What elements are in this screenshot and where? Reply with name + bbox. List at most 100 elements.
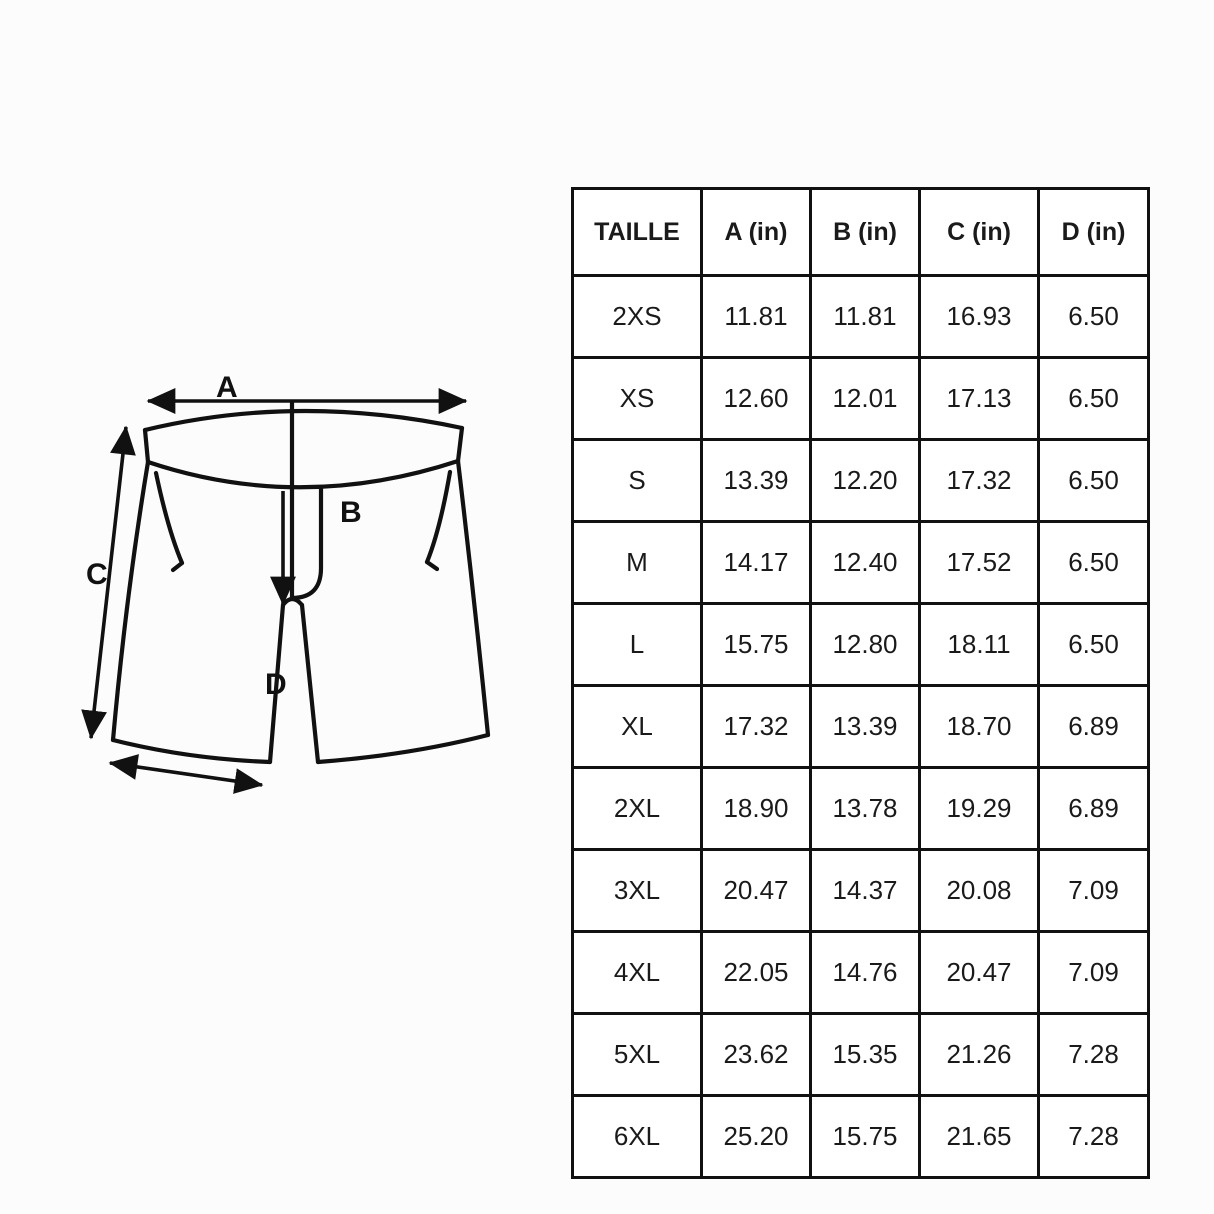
right-pocket-opening [424,469,453,565]
cell-size: XL [571,684,703,769]
cell-a: 22.05 [700,930,812,1015]
cell-b: 14.37 [809,848,921,933]
cell-b: 13.39 [809,684,921,769]
right-leg-hem [315,732,491,765]
cell-c: 20.08 [918,848,1040,933]
cell-c: 19.29 [918,766,1040,851]
dimension-label-b: B [340,496,362,529]
cell-a: 25.20 [700,1094,812,1179]
cell-b: 12.01 [809,356,921,441]
cell-a: 17.32 [700,684,812,769]
cell-d: 7.09 [1037,848,1150,933]
table-row: 2XS 11.81 11.81 16.93 6.50 [571,274,1150,359]
cell-d: 6.50 [1037,520,1150,605]
cell-size: 2XL [571,766,703,851]
dimension-arrow-c [81,425,136,740]
waistband-left-side [142,427,151,465]
cell-a: 20.47 [700,848,812,933]
table-row: 3XL 20.47 14.37 20.08 7.09 [571,848,1150,933]
table-row: XS 12.60 12.01 17.13 6.50 [571,356,1150,441]
table-row: M 14.17 12.40 17.52 6.50 [571,520,1150,605]
column-header-taille: TAILLE [571,187,703,277]
cell-a: 11.81 [700,274,812,359]
table-row: 5XL 23.62 15.35 21.26 7.28 [571,1012,1150,1097]
shorts-outline [110,400,491,765]
waistband-right-side [455,425,465,464]
cell-b: 15.75 [809,1094,921,1179]
cell-size: 2XS [571,274,703,359]
dimension-label-d: D [265,668,287,701]
cell-d: 6.89 [1037,684,1150,769]
cell-d: 7.28 [1037,1012,1150,1097]
cell-size: L [571,602,703,687]
table-row: 2XL 18.90 13.78 19.29 6.89 [571,766,1150,851]
cell-size: 6XL [571,1094,703,1179]
cell-c: 18.70 [918,684,1040,769]
dimension-arrow-d [108,754,264,794]
cell-d: 6.50 [1037,438,1150,523]
cell-d: 6.50 [1037,274,1150,359]
cell-d: 7.09 [1037,930,1150,1015]
cell-d: 6.50 [1037,356,1150,441]
cell-b: 12.40 [809,520,921,605]
waistband-bottom-edge [145,458,461,490]
table-row: S 13.39 12.20 17.32 6.50 [571,438,1150,523]
cell-a: 15.75 [700,602,812,687]
table-row: 4XL 22.05 14.76 20.47 7.09 [571,930,1150,1015]
right-pocket-bartack [424,559,440,572]
table-body: 2XS 11.81 11.81 16.93 6.50 XS 12.60 12.0… [571,274,1150,1179]
cell-b: 13.78 [809,766,921,851]
cell-b: 11.81 [809,274,921,359]
cell-a: 18.90 [700,766,812,851]
left-pocket-opening [153,470,185,566]
cell-c: 20.47 [918,930,1040,1015]
garment-diagram: A B C D [70,355,530,815]
cell-c: 17.13 [918,356,1040,441]
cell-size: 4XL [571,930,703,1015]
waistband-top-edge [142,408,465,433]
table-row: 6XL 25.20 15.75 21.65 7.28 [571,1094,1150,1179]
cell-c: 17.52 [918,520,1040,605]
cell-size: M [571,520,703,605]
right-side-seam [455,458,491,738]
left-leg-hem [110,737,273,765]
left-inseam [267,602,286,765]
column-header-a: A (in) [700,187,812,277]
shorts-illustration [81,388,491,794]
size-table: TAILLE A (in) B (in) C (in) D (in) 2XS 1… [571,187,1150,1179]
cell-d: 6.89 [1037,766,1150,851]
cell-b: 12.20 [809,438,921,523]
table-row: L 15.75 12.80 18.11 6.50 [571,602,1150,687]
cell-a: 14.17 [700,520,812,605]
cell-c: 18.11 [918,602,1040,687]
cell-c: 21.65 [918,1094,1040,1179]
table-row: XL 17.32 13.39 18.70 6.89 [571,684,1150,769]
left-pocket-bartack [170,560,185,573]
cell-size: XS [571,356,703,441]
cell-size: 3XL [571,848,703,933]
cell-d: 6.50 [1037,602,1150,687]
cell-size: S [571,438,703,523]
size-table-container: TAILLE A (in) B (in) C (in) D (in) 2XS 1… [571,187,1150,1179]
cell-a: 23.62 [700,1012,812,1097]
cell-c: 16.93 [918,274,1040,359]
fly-topstitch [289,486,324,601]
column-header-c: C (in) [918,187,1040,277]
cell-c: 21.26 [918,1012,1040,1097]
dimension-label-c: C [86,558,108,591]
cell-d: 7.28 [1037,1094,1150,1179]
cell-b: 14.76 [809,930,921,1015]
cell-b: 12.80 [809,602,921,687]
right-inseam [299,602,321,765]
column-header-b: B (in) [809,187,921,277]
cell-a: 12.60 [700,356,812,441]
column-header-d: D (in) [1037,187,1150,277]
cell-c: 17.32 [918,438,1040,523]
dimension-arrows [81,388,468,794]
dimension-label-a: A [216,371,238,404]
cell-size: 5XL [571,1012,703,1097]
cell-b: 15.35 [809,1012,921,1097]
table-header-row: TAILLE A (in) B (in) C (in) D (in) [571,187,1150,277]
cell-a: 13.39 [700,438,812,523]
